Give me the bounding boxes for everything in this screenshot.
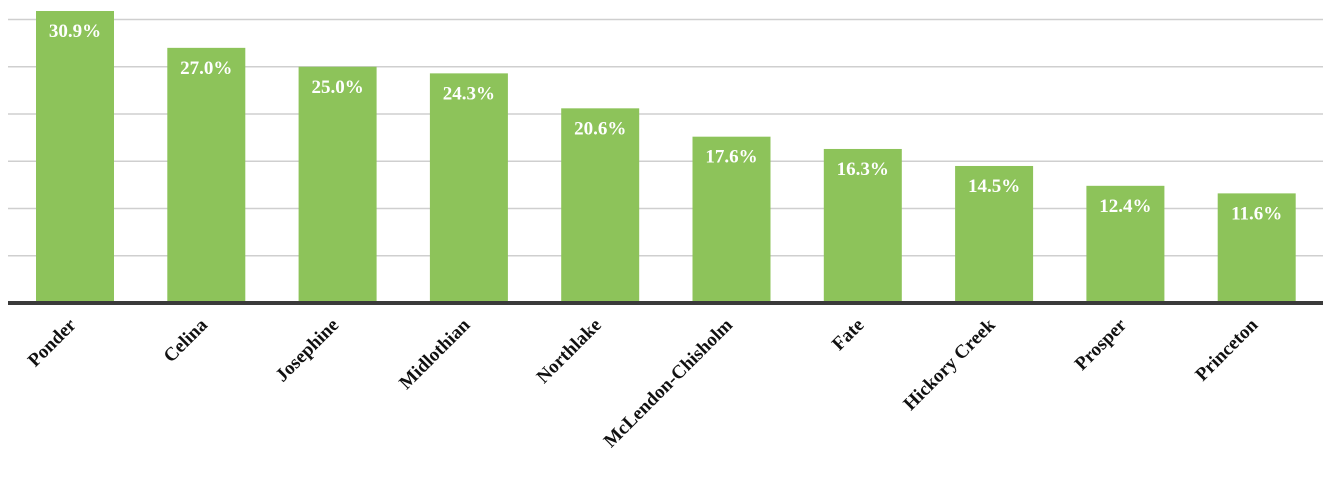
data-label: 16.3% (837, 159, 889, 180)
data-label: 25.0% (311, 77, 363, 98)
bar-northlake (561, 108, 640, 303)
data-label: 11.6% (1231, 203, 1282, 224)
category-label: Midlothian (395, 314, 474, 393)
category-label: Hickory Creek (900, 314, 1000, 414)
bar-midlothian (429, 73, 508, 304)
bar-fate (823, 148, 902, 303)
bar-hickory-creek (955, 165, 1034, 303)
data-label: 20.6% (574, 118, 626, 139)
category-label: Celina (160, 314, 213, 367)
bar-josephine (298, 66, 377, 303)
data-label: 12.4% (1099, 196, 1151, 217)
category-label: Fate (828, 315, 868, 355)
category-label: Josephine (272, 315, 344, 387)
category-label: Princeton (1191, 314, 1262, 385)
bar-princeton (1217, 193, 1296, 303)
category-label: Prosper (1071, 314, 1132, 375)
data-label: 30.9% (49, 21, 101, 42)
bar-celina (167, 47, 246, 303)
category-label: McLendon-Chisholm (600, 315, 737, 452)
bar-mclendon-chisholm (692, 136, 771, 303)
data-label: 17.6% (705, 147, 757, 168)
bar-ponder (36, 10, 114, 304)
bar-prosper (1086, 185, 1165, 303)
category-label: Northlake (533, 315, 606, 388)
data-label: 24.3% (443, 83, 495, 104)
data-label: 27.0% (180, 58, 232, 79)
data-labels: 30.9% 27.0% 25.0% 24.3% 20.6% 17.6% 16.3% 14.5%… (49, 21, 1282, 224)
category-labels: Ponder Celina Josephine Midlothian Northlake… (24, 314, 1263, 452)
bars (36, 10, 1296, 304)
data-label: 14.5% (968, 176, 1020, 197)
category-label: Ponder (24, 314, 81, 371)
